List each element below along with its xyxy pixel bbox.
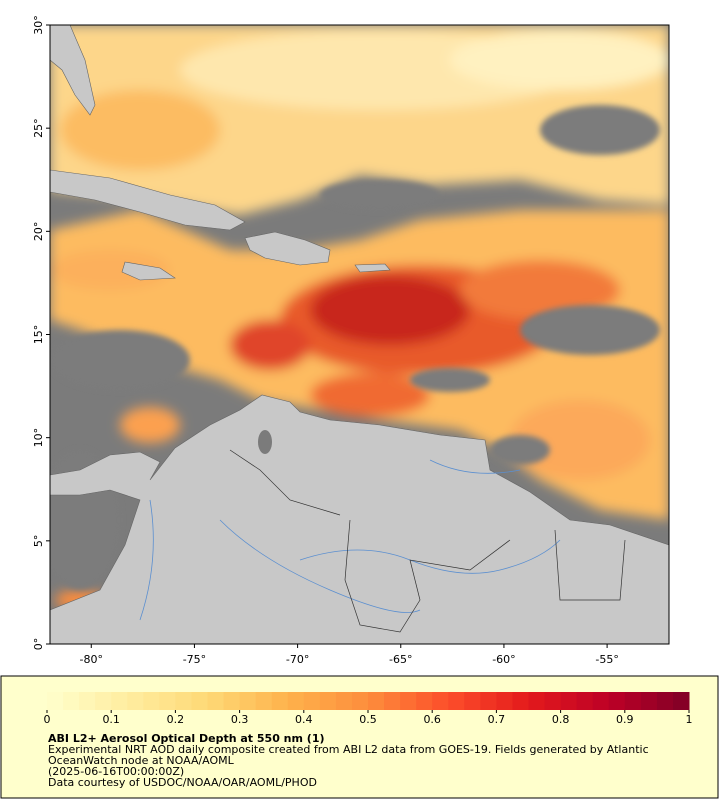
caption-line: (2025-06-16T00:00:00Z)	[48, 765, 184, 778]
colorbar-segment	[175, 692, 192, 710]
y-tick-label: 5°	[32, 535, 45, 548]
colorbar-segment	[496, 692, 513, 710]
colorbar-segment	[143, 692, 160, 710]
x-tick-label: -65°	[389, 653, 412, 666]
colorbar-segment	[624, 692, 642, 710]
x-tick-label: -80°	[80, 653, 103, 666]
colorbar-tick-label: 0.3	[231, 713, 249, 726]
colorbar-segment	[448, 692, 465, 710]
colorbar-segment	[528, 692, 546, 710]
colorbar-segment	[63, 692, 80, 710]
colorbar-segment	[319, 692, 337, 710]
y-tick-label: 10°	[32, 428, 45, 448]
colorbar-segment	[560, 692, 578, 710]
colorbar-segment	[47, 692, 64, 710]
y-tick-label: 30°	[32, 15, 45, 35]
colorbar-segment	[255, 692, 273, 710]
colorbar-segment	[416, 692, 433, 710]
colorbar-segment	[207, 692, 225, 710]
colorbar-segment	[368, 692, 385, 710]
x-tick-label: -60°	[492, 653, 515, 666]
colorbar-tick-label: 0	[44, 713, 51, 726]
caption-line: OceanWatch node at NOAA/AOML	[48, 754, 235, 767]
colorbar-segment	[384, 692, 401, 710]
colorbar-segment	[592, 692, 610, 710]
colorbar-segment	[303, 692, 321, 710]
colorbar-tick-label: 0.8	[552, 713, 570, 726]
colorbar-tick-label: 0.1	[102, 713, 120, 726]
colorbar-tick-label: 0.4	[295, 713, 313, 726]
colorbar-segment	[335, 692, 353, 710]
y-tick-label: 25°	[32, 118, 45, 138]
colorbar-tick-label: 0.6	[423, 713, 441, 726]
colorbar-segment	[223, 692, 241, 710]
colorbar-segment	[351, 692, 369, 710]
x-tick-label: -70°	[286, 653, 309, 666]
caption-title: ABI L2+ Aerosol Optical Depth at 550 nm …	[48, 732, 325, 745]
y-tick-label: 15°	[32, 325, 45, 345]
colorbar-segment	[271, 692, 289, 710]
colorbar-segment	[480, 692, 497, 710]
colorbar-tick-label: 0.2	[167, 713, 185, 726]
colorbar-segment	[95, 692, 112, 710]
colorbar-segment	[432, 692, 449, 710]
colorbar-segment	[544, 692, 562, 710]
colorbar-segment	[111, 692, 128, 710]
colorbar-segment	[656, 692, 674, 710]
colorbar-segment	[191, 692, 208, 710]
colorbar-segment	[127, 692, 144, 710]
y-tick-label: 20°	[32, 222, 45, 242]
colorbar-tick-label: 0.5	[359, 713, 377, 726]
colorbar-segment	[608, 692, 626, 710]
colorbar-segment	[576, 692, 594, 710]
caption-line: Data courtesy of USDOC/NOAA/OAR/AOML/PHO…	[48, 776, 317, 789]
colorbar-segment	[239, 692, 257, 710]
colorbar-tick-label: 0.9	[616, 713, 634, 726]
x-tick-label: -75°	[183, 653, 206, 666]
y-tick-label: 0°	[32, 638, 45, 651]
map-image	[50, 25, 669, 644]
colorbar-segment	[512, 692, 529, 710]
colorbar-segment	[159, 692, 176, 710]
colorbar-tick-label: 0.7	[488, 713, 506, 726]
colorbar-segment	[79, 692, 96, 710]
colorbar-segment	[640, 692, 658, 710]
colorbar-segment	[400, 692, 417, 710]
colorbar-segment	[672, 692, 690, 710]
colorbar-tick-label: 1	[686, 713, 693, 726]
caption-line: Experimental NRT AOD daily composite cre…	[48, 743, 649, 756]
colorbar-segment	[287, 692, 305, 710]
x-tick-label: -55°	[595, 653, 618, 666]
colorbar-segment	[464, 692, 481, 710]
